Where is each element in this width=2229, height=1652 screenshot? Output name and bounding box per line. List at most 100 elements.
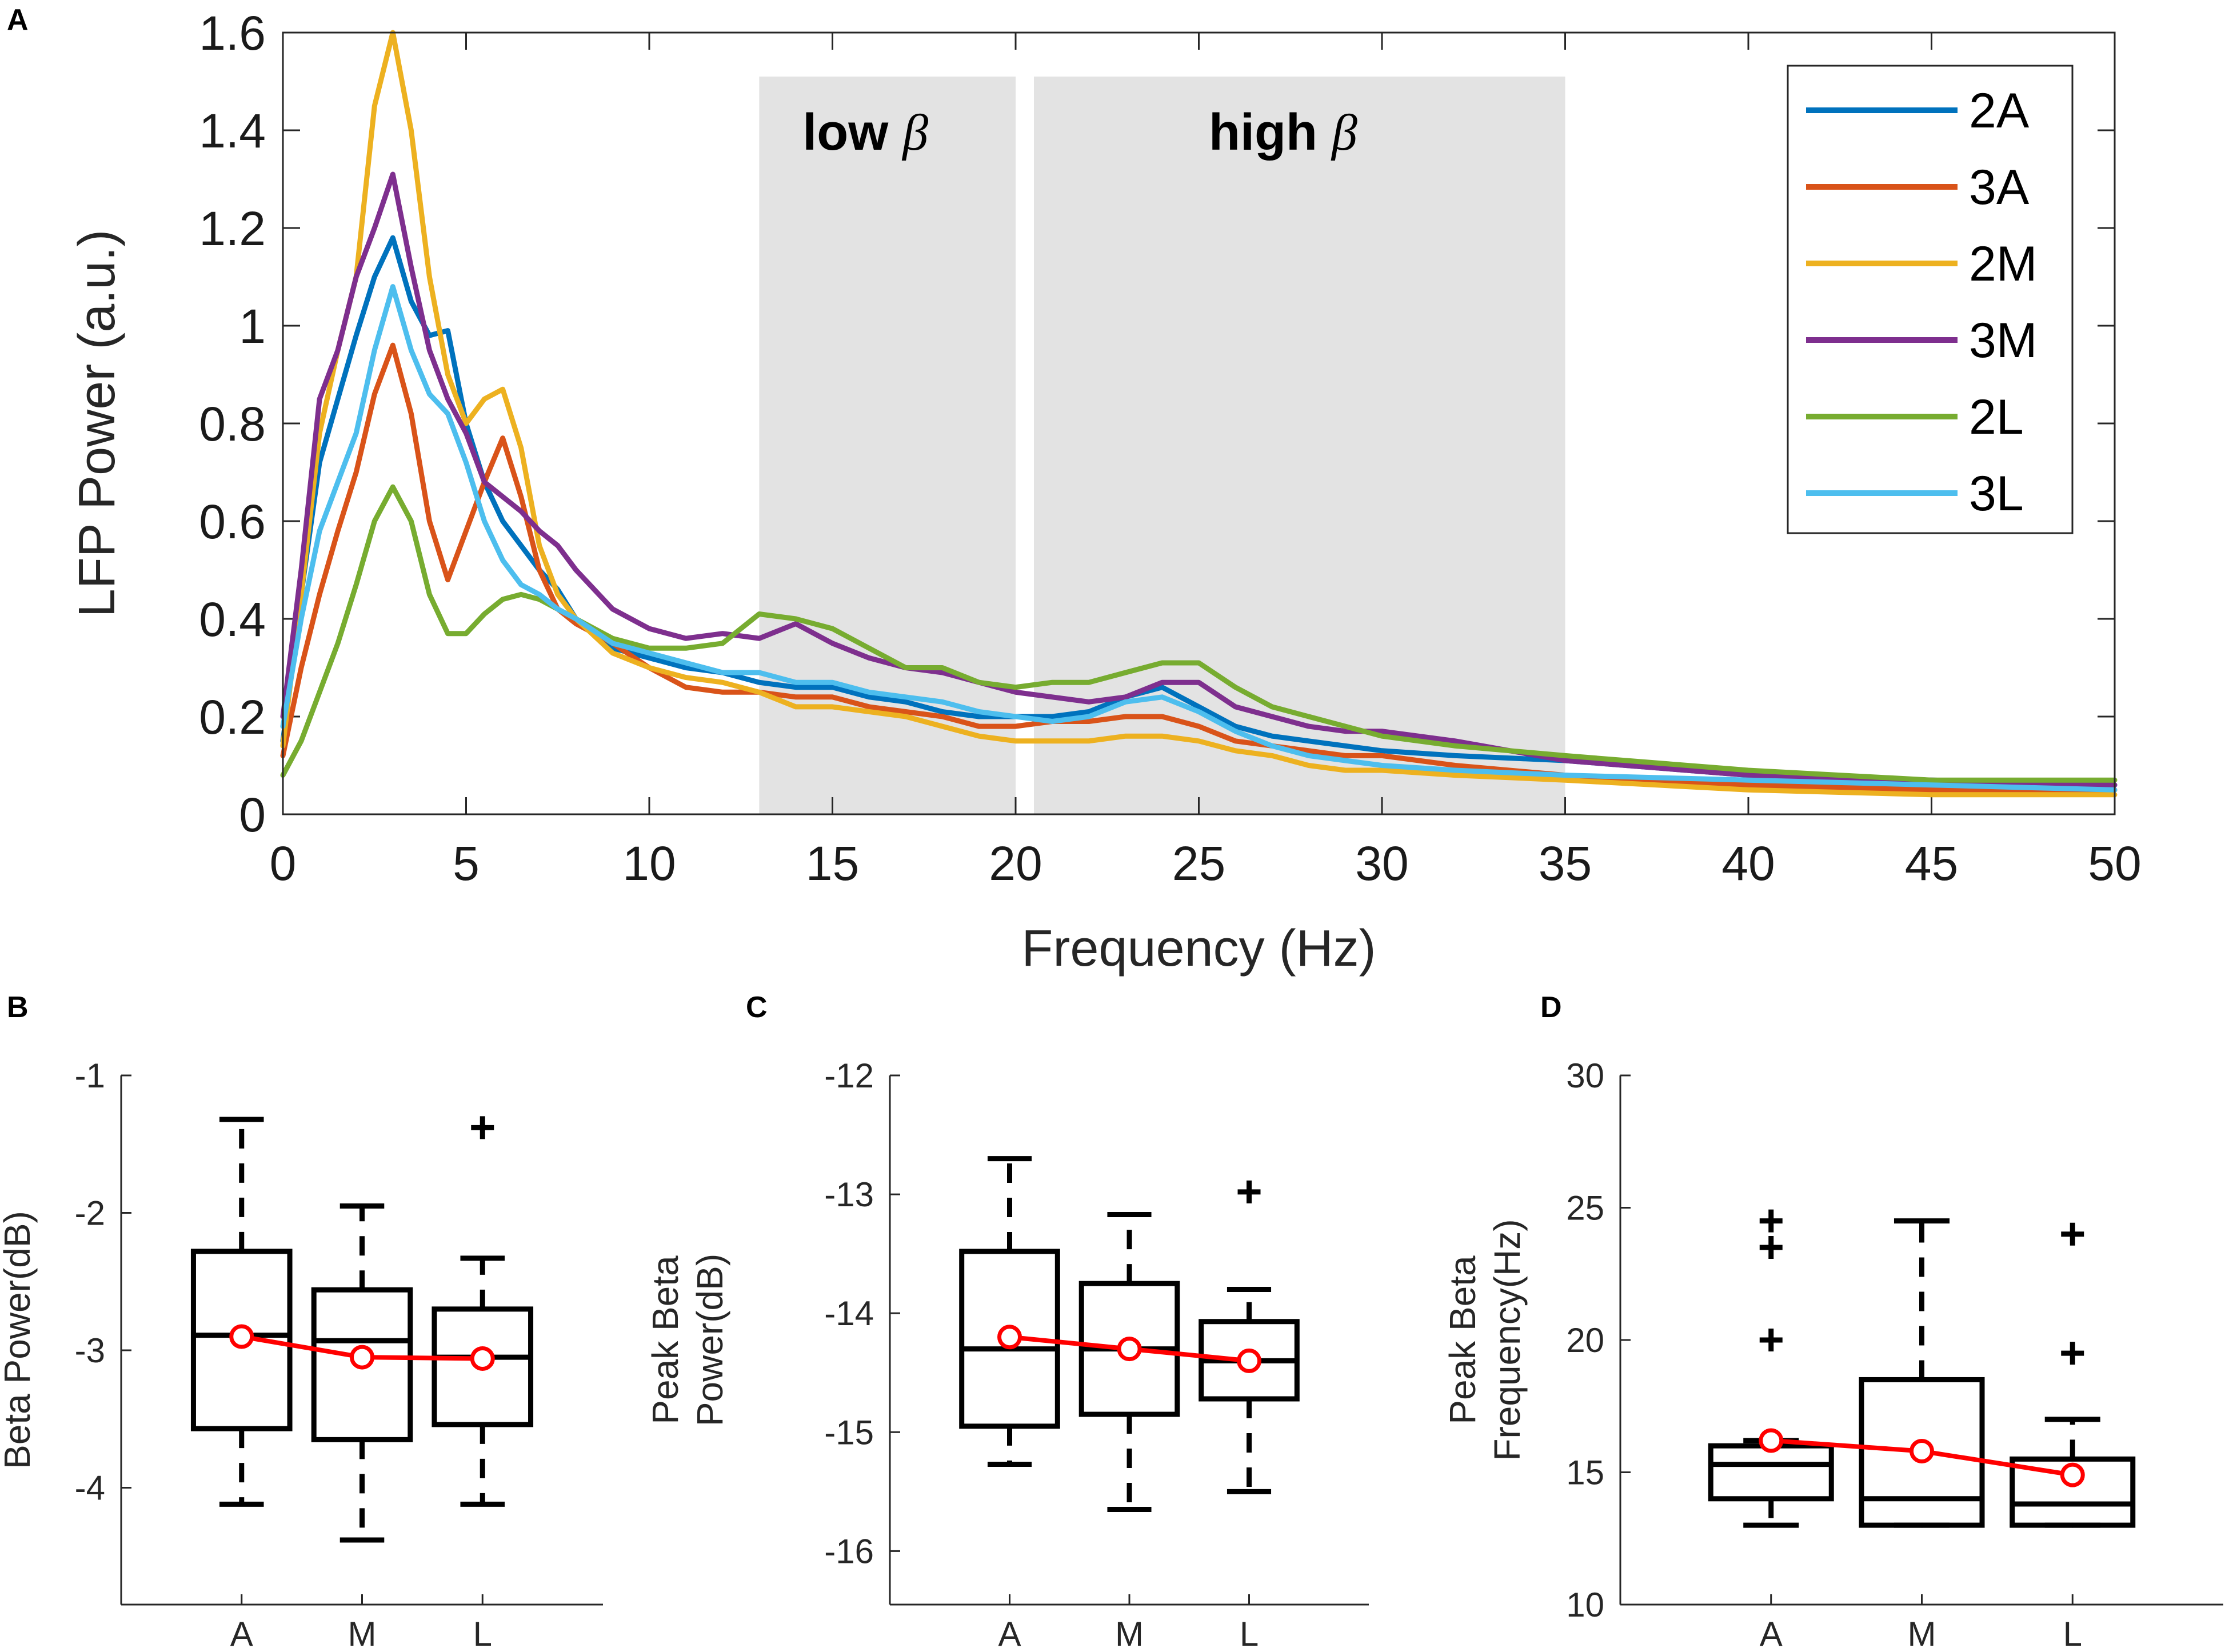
x-tick-label: 10 <box>622 837 676 890</box>
y-tick-label: 0 <box>239 788 266 842</box>
series-line-3L <box>280 284 2118 793</box>
band-label-low: low β <box>802 104 928 161</box>
mean-marker <box>229 1324 254 1349</box>
panel-b-beta-power-boxplot: -4 -3 -2 -1 A M L Beta Power(dB) <box>0 1057 603 1652</box>
band-label-symbol: β <box>901 105 928 161</box>
y-tick-label: 15 <box>1566 1454 1604 1492</box>
y-tick-label: 0.2 <box>199 690 266 744</box>
band-label-symbol: β <box>1331 105 1357 161</box>
box-M <box>1078 1211 1180 1513</box>
y-axis-label: Power(dB) <box>689 1254 730 1426</box>
x-tick-label: 20 <box>989 837 1042 890</box>
box-iqr <box>2010 1456 2136 1528</box>
y-tick-label: 20 <box>1566 1321 1604 1359</box>
box-iqr <box>1708 1443 1834 1502</box>
y-tick-label: -4 <box>75 1469 105 1507</box>
y-tick-label: 1.4 <box>199 104 266 158</box>
x-tick-label: 15 <box>806 837 859 890</box>
x-tick-label: L <box>1240 1615 1259 1652</box>
legend: 2A 3A 2M 3M 2L 3L <box>1787 65 2074 534</box>
legend-label-3M: 3M <box>1969 313 2037 368</box>
mean-marker <box>1117 1337 1142 1362</box>
mean-marker <box>1910 1438 1934 1463</box>
x-tick-label: M <box>1115 1615 1144 1652</box>
y-axis-label: Peak Beta <box>1442 1255 1483 1425</box>
mean-marker <box>2060 1462 2085 1487</box>
x-tick-label: M <box>1908 1615 1936 1652</box>
box-L <box>1199 1180 1300 1494</box>
legend-label-2A: 2A <box>1969 83 2030 138</box>
y-tick-label: 1 <box>239 299 266 353</box>
y-tick-label: 1.2 <box>199 202 266 255</box>
tick-labels: 0 5 10 15 20 25 30 35 40 45 50 0 0.2 0.4 0.6 0.8 1 1.2 1.4… <box>199 6 2142 890</box>
x-tick-label: 45 <box>1905 837 1958 890</box>
plot-frame <box>282 31 2116 815</box>
x-tick-label: 40 <box>1721 837 1775 890</box>
panel-letter-d: D <box>1540 991 1562 1024</box>
y-axis-label: Frequency(Hz) <box>1487 1219 1528 1461</box>
box-M <box>311 1203 413 1543</box>
y-axis-label: LFP Power (a.u.) <box>69 230 126 618</box>
box-iqr <box>190 1249 293 1431</box>
mean-marker <box>997 1325 1022 1350</box>
y-tick-label: 10 <box>1566 1586 1604 1624</box>
y-tick-label: -12 <box>824 1057 874 1095</box>
band-label-text: high <box>1209 104 1332 161</box>
x-tick-label: 50 <box>2088 837 2141 890</box>
legend-label-3L: 3L <box>1969 466 2024 521</box>
box-A <box>190 1117 293 1507</box>
y-tick-label: -15 <box>824 1413 874 1451</box>
band-low <box>759 76 1016 815</box>
y-tick-label: 0.8 <box>199 397 266 451</box>
x-tick-label: 35 <box>1539 837 1592 890</box>
x-axis-label: Frequency (Hz) <box>1021 920 1376 977</box>
legend-label-2M: 2M <box>1969 237 2037 291</box>
x-tick-label: M <box>348 1615 377 1652</box>
box-iqr <box>1859 1377 1985 1528</box>
series-line-3A <box>280 342 2118 793</box>
mean-marker <box>1237 1348 1261 1373</box>
y-axis-label: Peak Beta <box>645 1255 686 1425</box>
panel-c-peak-beta-power-boxplot: -16 -15 -14 -13 -12 A M L Peak Beta Power(dB) <box>645 1057 1369 1652</box>
box-A <box>959 1156 1060 1467</box>
box-L <box>2010 1222 2136 1528</box>
box-iqr <box>959 1249 1060 1429</box>
mean-marker <box>350 1345 374 1370</box>
x-tick-label: A <box>1760 1615 1783 1652</box>
legend-box <box>1787 65 2074 534</box>
y-tick-label: 25 <box>1566 1189 1604 1227</box>
y-axis-label: Beta Power(dB) <box>0 1211 38 1469</box>
box-iqr <box>311 1287 413 1442</box>
legend-label-2L: 2L <box>1969 390 2024 445</box>
box-M <box>1859 1218 1985 1528</box>
series-line-2M <box>280 30 2118 798</box>
x-tick-label: 25 <box>1172 837 1225 890</box>
panel-letter-a: A <box>7 3 29 37</box>
panel-letter-c: C <box>746 991 768 1024</box>
box-iqr <box>432 1306 534 1427</box>
legend-label-3A: 3A <box>1969 160 2030 215</box>
band-label-text: low <box>802 104 902 161</box>
y-tick-label: -13 <box>824 1175 874 1214</box>
series-line-3M <box>280 171 2118 788</box>
mean-marker <box>470 1346 495 1371</box>
x-tick-label: A <box>230 1615 253 1652</box>
y-tick-label: 30 <box>1566 1057 1604 1095</box>
box-L <box>432 1116 534 1507</box>
x-tick-label: L <box>473 1615 492 1652</box>
y-tick-label: -3 <box>75 1331 105 1370</box>
y-tick-label: -1 <box>75 1057 105 1095</box>
x-tick-label: A <box>998 1615 1021 1652</box>
box-A <box>1708 1209 1834 1528</box>
panel-a-spectrum-chart: 0 5 10 15 20 25 30 35 40 45 50 0 0.2 0.4 0.6 0.8 1 1.2 1.4… <box>69 6 2142 977</box>
panel-letter-b: B <box>7 991 29 1024</box>
y-tick-label: 0.4 <box>199 593 266 646</box>
series-line-2A <box>280 235 2118 788</box>
x-tick-label: L <box>2063 1615 2082 1652</box>
y-tick-label: 1.6 <box>199 6 266 60</box>
y-tick-label: 0.6 <box>199 495 266 549</box>
series-lines <box>280 30 2118 798</box>
x-tick-label: 30 <box>1355 837 1408 890</box>
band-high <box>1034 76 1565 815</box>
